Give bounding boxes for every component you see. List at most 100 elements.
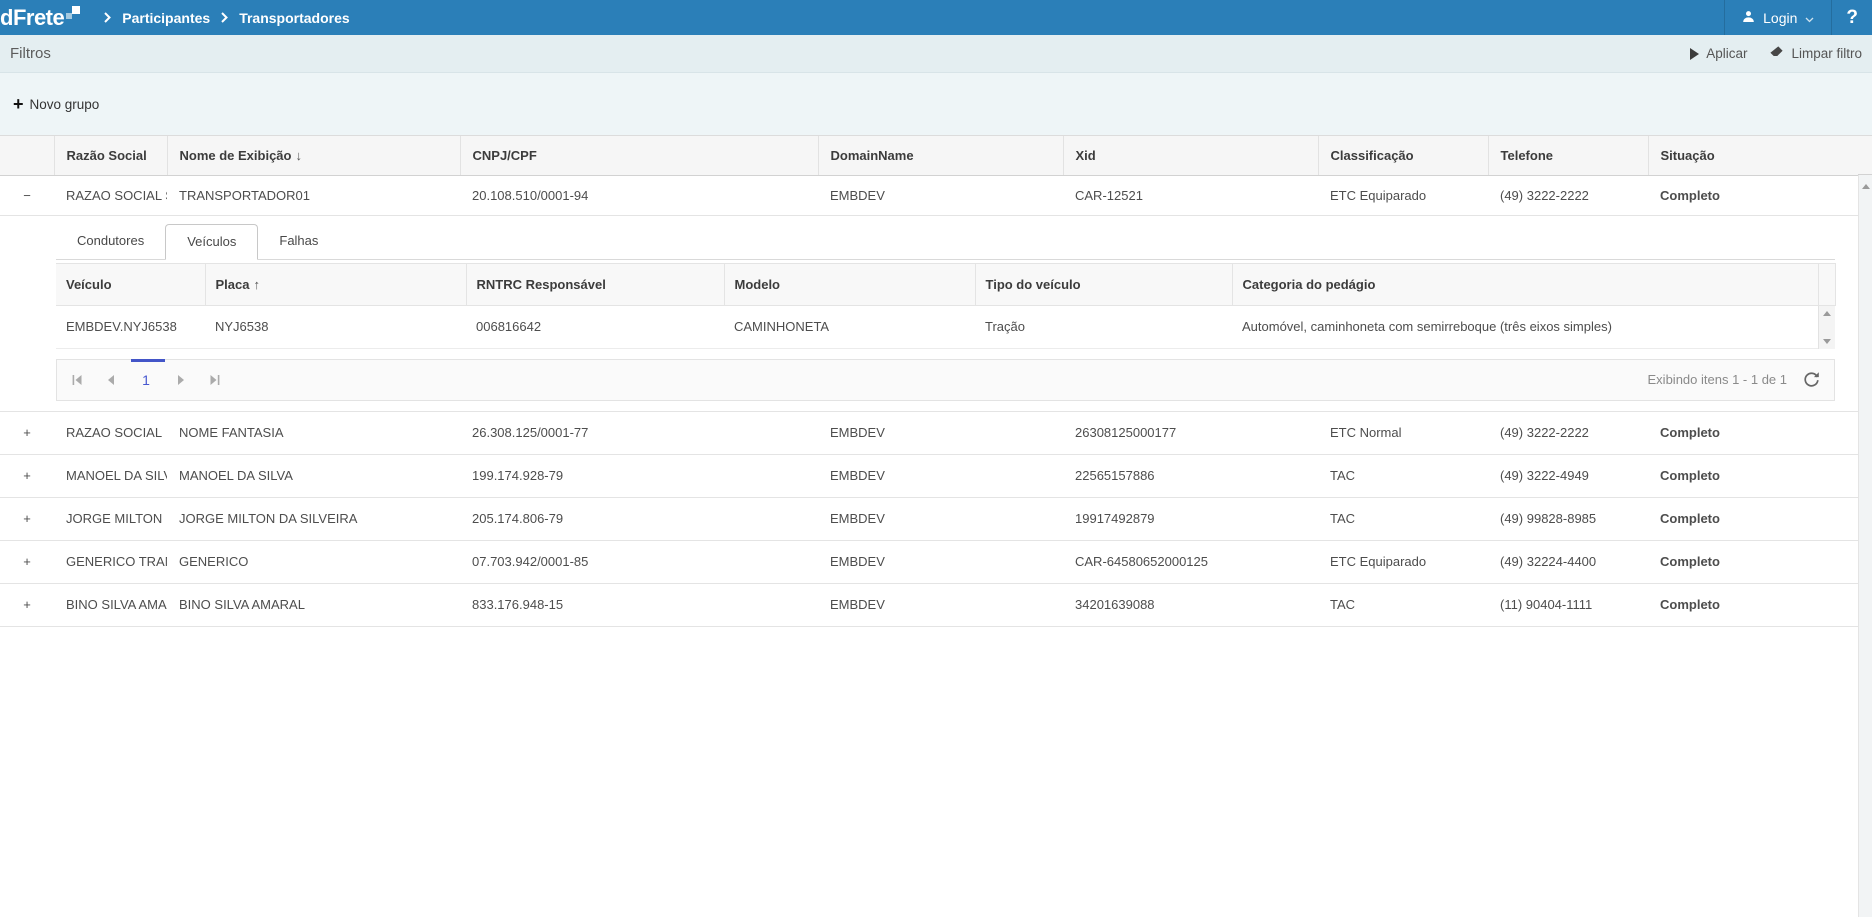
column-label: Nome de Exibição <box>179 148 292 163</box>
vehicles-grid: Veículo Placa ↑ RNTRC Responsável Modelo … <box>56 263 1836 401</box>
vehicle-row[interactable]: EMBDEV.NYJ6538 NYJ6538 006816642 CAMINHO… <box>56 306 1818 349</box>
status-badge: Completo <box>1648 175 1858 216</box>
column-header-modelo[interactable]: Modelo <box>723 263 975 306</box>
scroll-down-icon[interactable] <box>1823 338 1831 344</box>
status-badge: Completo <box>1648 411 1858 455</box>
cell-razao-social: GENERICO TRAN... <box>54 540 167 584</box>
pager-info: Exibindo itens 1 - 1 de 1 <box>1648 371 1824 388</box>
eraser-icon <box>1769 45 1784 62</box>
column-header-telefone[interactable]: Telefone <box>1487 135 1648 176</box>
login-menu[interactable]: Login <box>1724 0 1833 35</box>
horizontal-scroll-gap <box>56 349 1835 359</box>
cell-nome-exibicao: BINO SILVA AMARAL <box>167 583 460 627</box>
status-badge: Completo <box>1648 497 1858 541</box>
cell-classificacao: ETC Equiparado <box>1318 175 1488 216</box>
refresh-icon[interactable] <box>1803 371 1820 388</box>
vehicles-body-table: EMBDEV.NYJ6538 NYJ6538 006816642 CAMINHO… <box>56 306 1818 349</box>
transporters-table: Razão Social Nome de Exibição ↓ CNPJ/CPF … <box>0 135 1858 627</box>
expand-row-button[interactable]: + <box>0 497 54 541</box>
apply-filter-button[interactable]: Aplicar <box>1690 46 1747 61</box>
scroll-up-icon[interactable] <box>1823 311 1831 316</box>
cell-xid: 22565157886 <box>1063 454 1318 498</box>
cell-xid: CAR-12521 <box>1063 175 1318 216</box>
column-header-categoria-pedagio[interactable]: Categoria do pedágio <box>1231 263 1818 306</box>
cell-categoria-pedagio: Automóvel, caminhoneta com semirreboque … <box>1232 306 1818 349</box>
table-row[interactable]: − RAZAO SOCIAL S... TRANSPORTADOR01 20.1… <box>0 175 1858 216</box>
cell-domainname: EMBDEV <box>818 175 1063 216</box>
expand-row-button[interactable]: + <box>0 454 54 498</box>
logo-mark-icon <box>66 5 81 20</box>
column-header-domainname[interactable]: DomainName <box>817 135 1063 176</box>
cell-razao-social: RAZAO SOCIAL <box>54 411 167 455</box>
cell-modelo: CAMINHONETA <box>724 306 975 349</box>
transporters-grid: Razão Social Nome de Exibição ↓ CNPJ/CPF … <box>0 135 1872 917</box>
cell-classificacao: ETC Normal <box>1318 411 1488 455</box>
vehicles-grid-scrollbar[interactable] <box>1818 306 1835 349</box>
collapse-row-button[interactable]: − <box>0 175 54 216</box>
column-header-nome-exibicao[interactable]: Nome de Exibição ↓ <box>166 135 460 176</box>
filters-title: Filtros <box>10 45 51 62</box>
help-button[interactable]: ? <box>1846 6 1858 28</box>
pager-next-button[interactable] <box>169 368 193 392</box>
table-row[interactable]: + GENERICO TRAN... GENERICO 07.703.942/0… <box>0 540 1858 584</box>
expand-row-button[interactable]: + <box>0 540 54 584</box>
vehicles-pager: 1 Exibindo itens 1 - 1 de 1 <box>56 358 1835 401</box>
column-label: Placa <box>215 277 250 292</box>
breadcrumb: Participantes Transportadores <box>104 9 350 26</box>
column-header-razao-social[interactable]: Razão Social <box>53 135 167 176</box>
pager-last-button[interactable] <box>203 368 227 392</box>
cell-telefone: (49) 3222-2222 <box>1488 175 1648 216</box>
plus-icon: + <box>13 94 24 114</box>
app-logo[interactable]: dFrete <box>0 2 81 34</box>
tab-veiculos[interactable]: Veículos <box>165 224 259 260</box>
tab-condutores[interactable]: Condutores <box>77 233 145 248</box>
cell-razao-social: BINO SILVA AMA... <box>54 583 167 627</box>
column-header-situacao[interactable]: Situação <box>1647 135 1858 176</box>
pager-first-button[interactable] <box>65 368 89 392</box>
new-group-button[interactable]: + Novo grupo <box>13 95 99 113</box>
vehicles-header-table: Veículo Placa ↑ RNTRC Responsável Modelo … <box>56 263 1836 306</box>
column-header-cnpj-cpf[interactable]: CNPJ/CPF <box>459 135 818 176</box>
breadcrumb-chevron-icon <box>221 12 229 23</box>
scrollbar-spacer <box>1817 263 1836 306</box>
cell-telefone: (49) 3222-2222 <box>1488 411 1648 455</box>
cell-cnpj-cpf: 199.174.928-79 <box>460 454 818 498</box>
chevron-down-icon <box>1805 10 1814 26</box>
cell-xid: 34201639088 <box>1063 583 1318 627</box>
grid-vertical-scrollbar[interactable] <box>1858 175 1872 917</box>
cell-xid: 26308125000177 <box>1063 411 1318 455</box>
cell-nome-exibicao: NOME FANTASIA <box>167 411 460 455</box>
clear-filter-button[interactable]: Limpar filtro <box>1769 45 1862 62</box>
table-header-row: Razão Social Nome de Exibição ↓ CNPJ/CPF … <box>0 135 1858 176</box>
vehicles-header-row: Veículo Placa ↑ RNTRC Responsável Modelo … <box>56 263 1836 306</box>
detail-row: Condutores Veículos Falhas Veículo <box>0 215 1858 412</box>
expand-row-button[interactable]: + <box>0 583 54 627</box>
column-header-placa[interactable]: Placa ↑ <box>204 263 466 306</box>
table-row[interactable]: + JORGE MILTON ... JORGE MILTON DA SILVE… <box>0 497 1858 541</box>
tab-falhas[interactable]: Falhas <box>279 233 319 248</box>
column-header-xid[interactable]: Xid <box>1062 135 1318 176</box>
cell-nome-exibicao: MANOEL DA SILVA <box>167 454 460 498</box>
scroll-up-icon[interactable] <box>1861 184 1870 189</box>
table-row[interactable]: + BINO SILVA AMA... BINO SILVA AMARAL 83… <box>0 583 1858 627</box>
cell-telefone: (49) 3222-4949 <box>1488 454 1648 498</box>
breadcrumb-chevron-icon <box>104 12 112 23</box>
table-row[interactable]: + RAZAO SOCIAL NOME FANTASIA 26.308.125/… <box>0 411 1858 455</box>
cell-xid: 19917492879 <box>1063 497 1318 541</box>
column-header-classificacao[interactable]: Classificação <box>1317 135 1488 176</box>
column-header-veiculo[interactable]: Veículo <box>56 263 205 306</box>
vehicles-body: EMBDEV.NYJ6538 NYJ6538 006816642 CAMINHO… <box>56 306 1835 349</box>
breadcrumb-participantes[interactable]: Participantes <box>122 9 211 26</box>
pager-prev-button[interactable] <box>99 368 123 392</box>
pager-page-1[interactable]: 1 <box>142 371 150 388</box>
expand-row-button[interactable]: + <box>0 411 54 455</box>
filter-actions: Aplicar Limpar filtro <box>1690 45 1862 62</box>
table-row[interactable]: + MANOEL DA SILVA MANOEL DA SILVA 199.17… <box>0 454 1858 498</box>
column-header-rntrc[interactable]: RNTRC Responsável <box>465 263 724 306</box>
cell-nome-exibicao: GENERICO <box>167 540 460 584</box>
breadcrumb-transportadores[interactable]: Transportadores <box>239 9 350 26</box>
column-header-tipo-veiculo[interactable]: Tipo do veículo <box>974 263 1232 306</box>
user-icon <box>1742 10 1755 26</box>
sort-asc-icon: ↑ <box>253 277 260 292</box>
sort-desc-icon: ↓ <box>295 148 302 163</box>
